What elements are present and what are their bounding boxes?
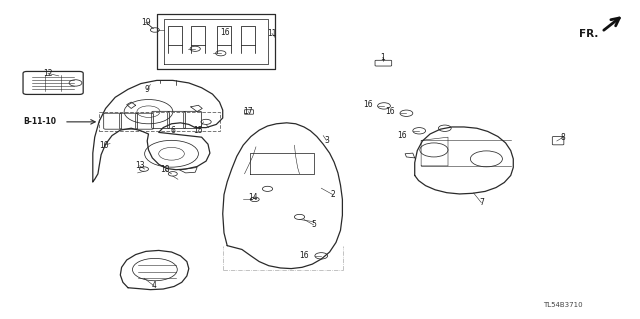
Text: 16: 16 [363,100,373,109]
Text: 17: 17 [243,107,253,116]
Text: 14: 14 [248,193,258,202]
Text: 2: 2 [330,190,335,199]
Text: 4: 4 [151,281,156,290]
Text: TL54B3710: TL54B3710 [543,302,583,308]
Text: 13: 13 [134,161,145,170]
Text: 18: 18 [161,165,170,174]
Text: 16: 16 [299,251,309,260]
Bar [99,112,220,131]
Text: 6: 6 [170,126,175,135]
Text: 16: 16 [397,131,407,140]
Text: 16: 16 [220,28,230,37]
Text: 1: 1 [380,53,385,62]
Text: 15: 15 [193,126,204,135]
Text: B-11-10: B-11-10 [23,117,56,126]
Text: 8: 8 [561,133,566,142]
Text: 11: 11 [268,29,276,38]
Text: 5: 5 [311,220,316,229]
Text: 3: 3 [324,136,329,145]
Text: 19: 19 [141,18,151,27]
Text: 12: 12 [44,69,52,78]
Text: 9: 9 [145,85,150,94]
Text: 16: 16 [385,107,396,116]
Text: FR.: FR. [579,29,598,40]
Text: 7: 7 [479,198,484,207]
Text: 10: 10 [99,141,109,150]
